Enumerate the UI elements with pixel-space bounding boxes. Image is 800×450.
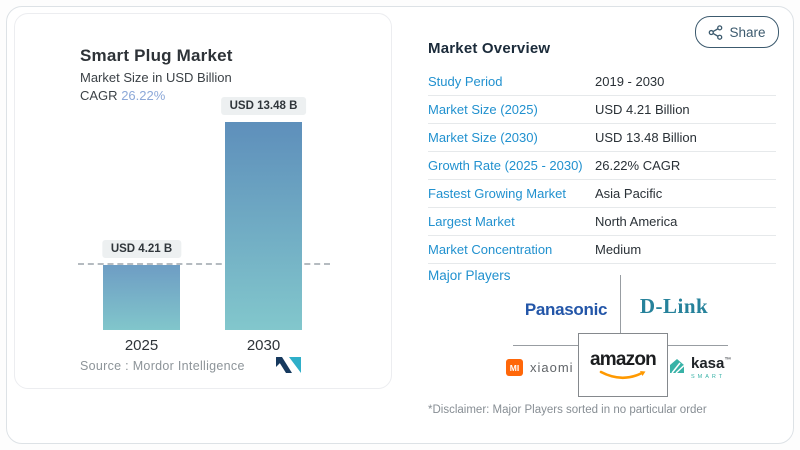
row-label: Growth Rate (2025 - 2030)	[428, 158, 583, 173]
market-overview-section: Market Overview Study Period 2019 - 2030…	[428, 40, 776, 264]
bar-group-2030: USD 13.48 B 2030	[220, 97, 307, 354]
amazon-wordmark: amazon	[590, 348, 657, 370]
table-row: Largest Market North America	[428, 208, 776, 236]
kasa-wordmark: kasa	[691, 355, 725, 372]
disclaimer-note: *Disclaimer: Major Players sorted in no …	[428, 404, 707, 416]
xiaomi-mi-badge-icon: MI	[506, 359, 523, 376]
major-players-section: Major Players Panasonic D-Link amazon MI…	[428, 266, 776, 406]
row-label: Largest Market	[428, 214, 515, 229]
table-row: Fastest Growing Market Asia Pacific	[428, 180, 776, 208]
dlink-logo: D-Link	[639, 294, 709, 318]
bar-value-pill-2030: USD 13.48 B	[220, 97, 307, 115]
row-value: USD 4.21 Billion	[595, 102, 690, 117]
table-row: Market Concentration Medium	[428, 236, 776, 264]
kasa-smart-sub: SMART	[691, 373, 726, 380]
source-note: Source : Mordor Intelligence	[80, 359, 245, 373]
row-label: Market Size (2030)	[428, 130, 538, 145]
kasa-tm-mark: ™	[724, 357, 732, 364]
row-value: North America	[595, 214, 678, 229]
row-value: 2019 - 2030	[595, 74, 665, 89]
reference-dashed-line	[78, 263, 330, 265]
cagr-label: CAGR	[80, 88, 118, 103]
market-overview-title: Market Overview	[428, 40, 551, 57]
bar-chart: USD 4.21 B 2025 USD 13.48 B 2030	[78, 97, 330, 354]
amazon-logo-box: amazon	[578, 333, 668, 397]
xiaomi-logo: MI xiaomi	[506, 359, 574, 376]
cagr-value: 26.22%	[121, 88, 166, 103]
major-players-label: Major Players	[428, 268, 511, 283]
chart-subtitle: Market Size in USD Billion	[80, 70, 232, 85]
axis-label-2030: 2030	[246, 337, 281, 354]
bar-2030	[225, 122, 302, 330]
amazon-smile-icon	[598, 370, 648, 381]
axis-label-2025: 2025	[124, 337, 159, 354]
bar-group-2025: USD 4.21 B 2025	[101, 112, 182, 354]
panasonic-logo: Panasonic	[524, 300, 608, 319]
chart-title: Smart Plug Market	[80, 46, 233, 65]
cagr-line: CAGR 26.22%	[80, 88, 165, 103]
bar-value-pill-2025: USD 4.21 B	[101, 240, 182, 258]
row-label: Fastest Growing Market	[428, 186, 566, 201]
row-value: Medium	[595, 242, 642, 257]
chart-panel	[14, 13, 392, 389]
table-row: Growth Rate (2025 - 2030) 26.22% CAGR	[428, 152, 776, 180]
row-value: 26.22% CAGR	[595, 158, 681, 173]
xiaomi-wordmark: xiaomi	[530, 360, 574, 375]
table-row: Market Size (2030) USD 13.48 Billion	[428, 124, 776, 152]
row-value: Asia Pacific	[595, 186, 663, 201]
share-label: Share	[729, 24, 766, 40]
share-icon	[708, 24, 723, 40]
row-label: Market Concentration	[428, 242, 553, 257]
bar-2025	[103, 265, 180, 330]
row-label: Study Period	[428, 74, 503, 89]
kasa-house-icon	[668, 357, 686, 375]
share-button[interactable]: Share	[695, 16, 779, 48]
kasa-logo: kasa™ SMART	[668, 355, 732, 380]
row-value: USD 13.48 Billion	[595, 130, 697, 145]
mordor-intelligence-logo-icon	[276, 355, 302, 380]
row-label: Market Size (2025)	[428, 102, 538, 117]
table-row: Study Period 2019 - 2030	[428, 68, 776, 96]
table-row: Market Size (2025) USD 4.21 Billion	[428, 96, 776, 124]
connector-vertical-line	[620, 275, 621, 335]
